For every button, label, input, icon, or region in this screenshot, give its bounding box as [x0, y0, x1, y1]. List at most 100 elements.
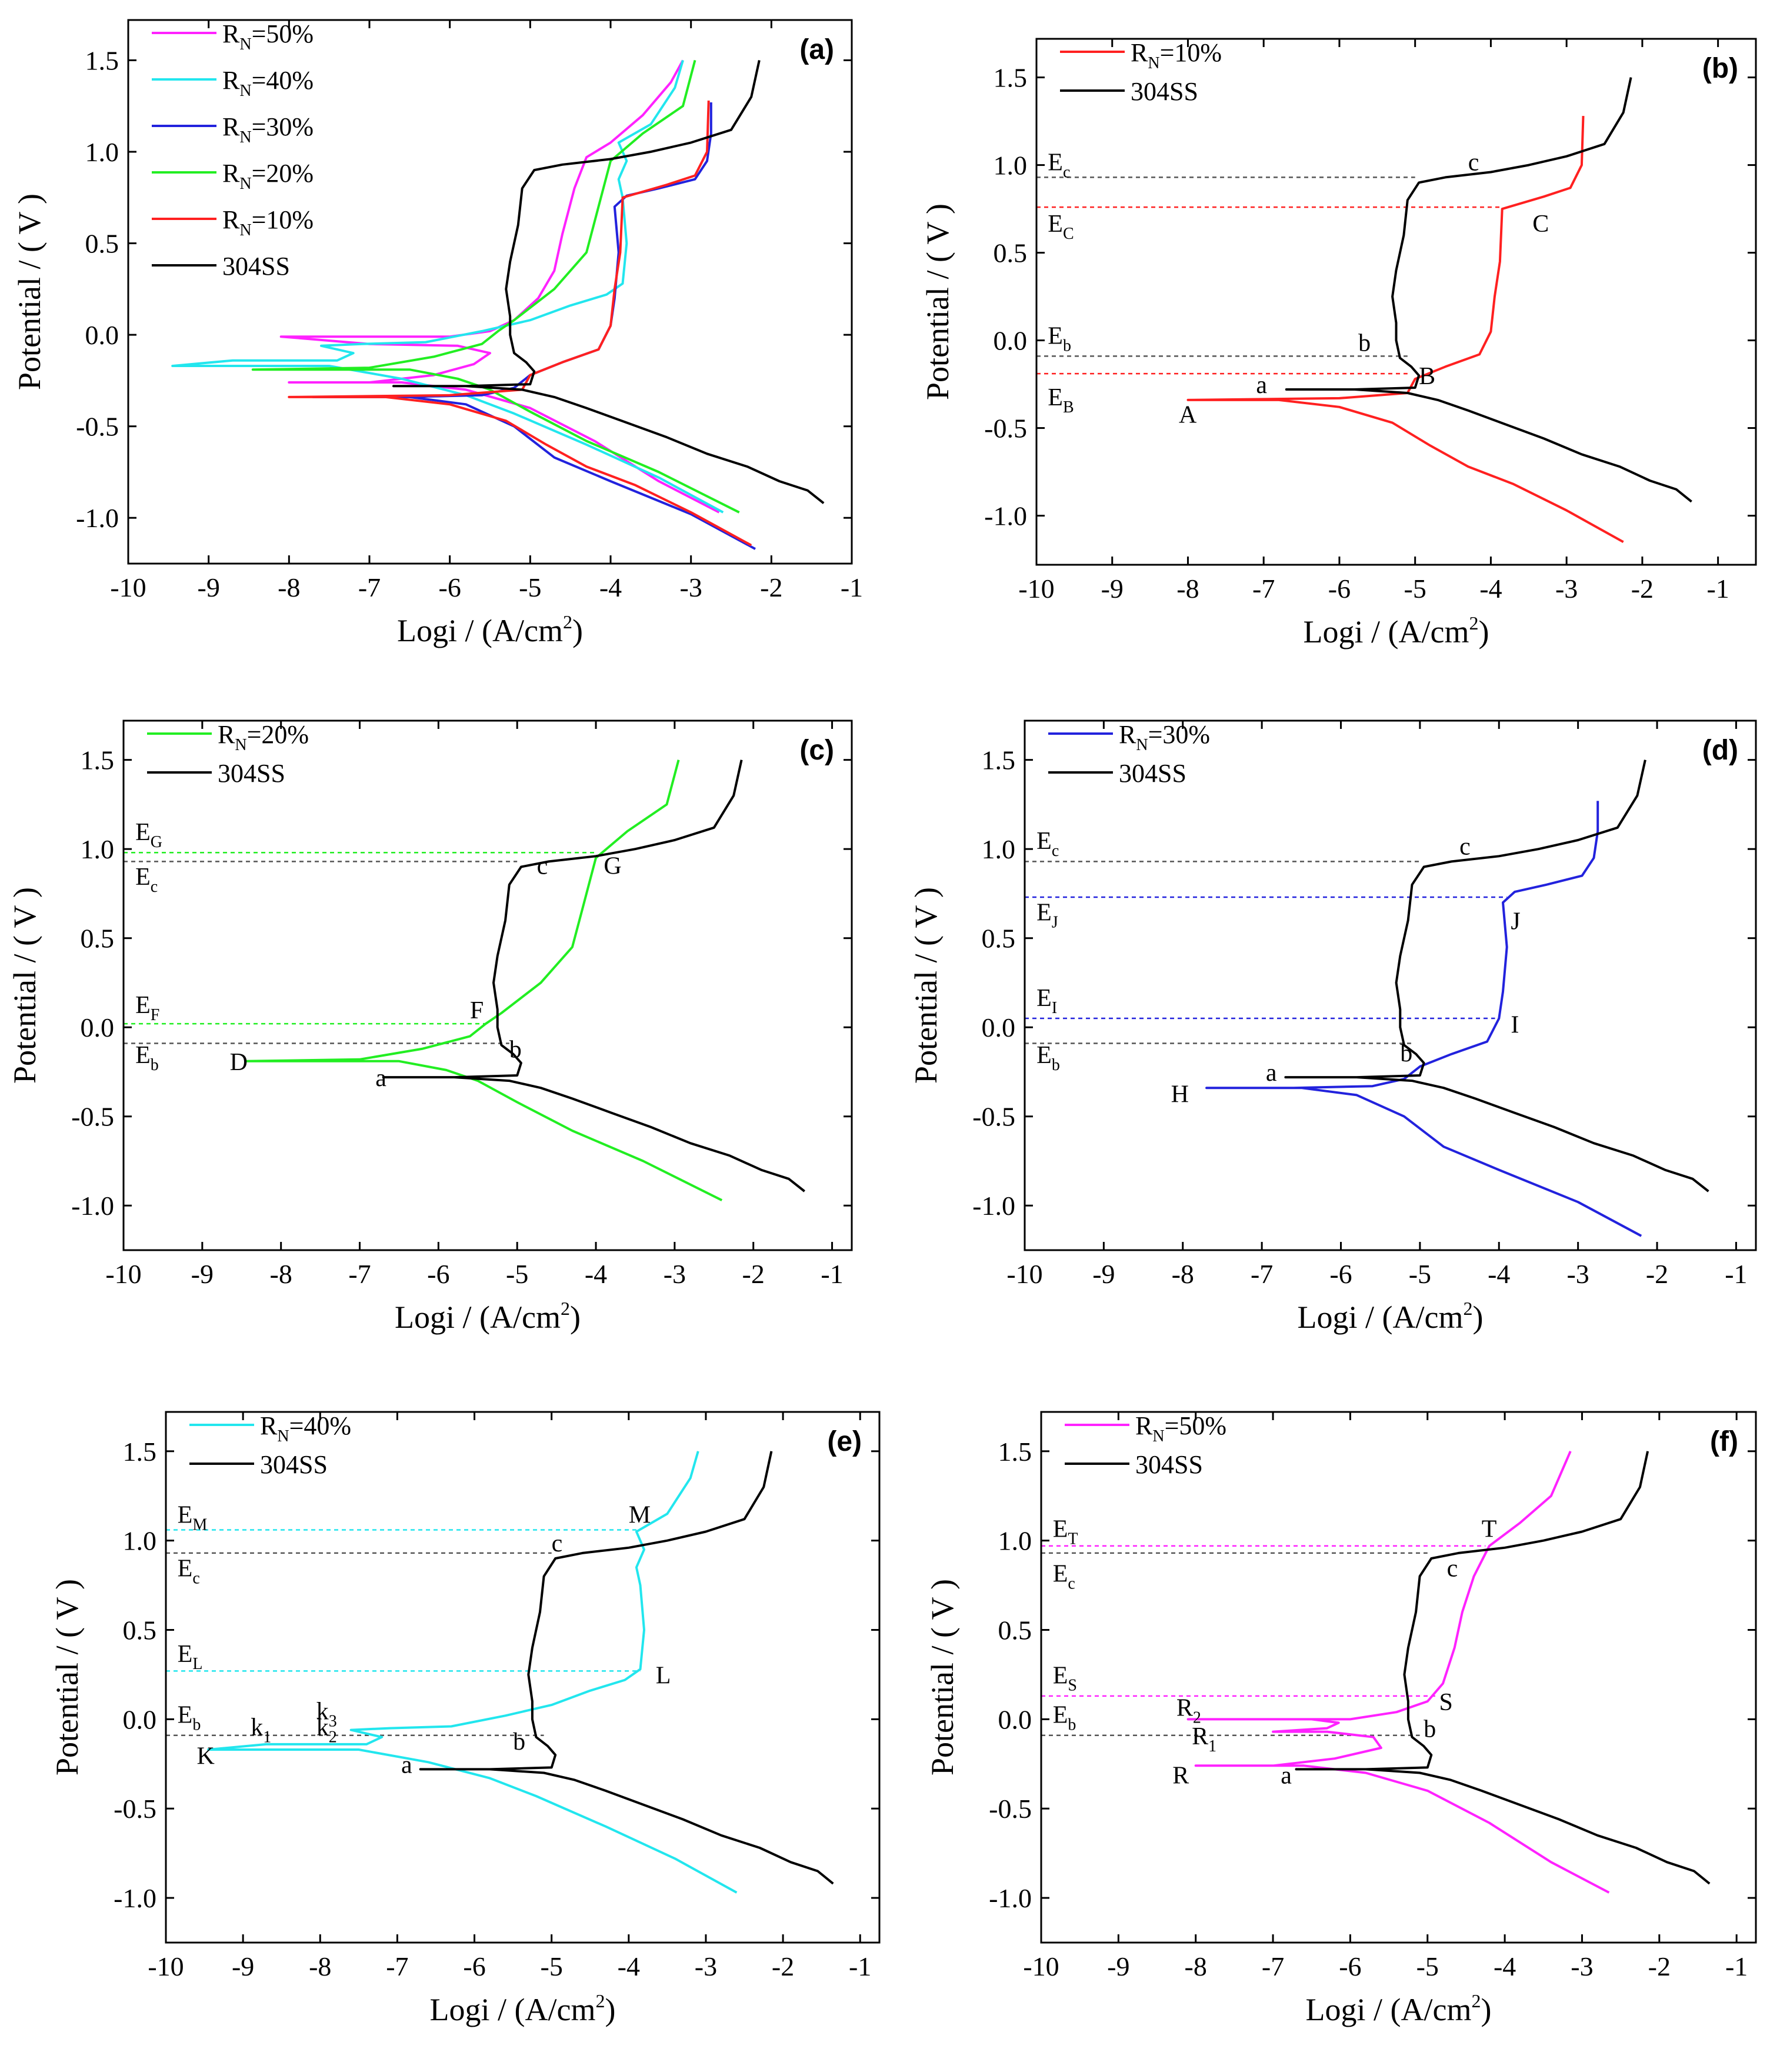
y-tick-label: 1.5	[123, 1437, 157, 1467]
x-tick-label: -2	[742, 1259, 765, 1289]
y-axis-label: Potential / ( V )	[925, 1579, 960, 1775]
legend-rest: =50%	[1165, 1411, 1226, 1440]
y-tick-label: -0.5	[972, 1102, 1015, 1132]
annotation-label: T	[1482, 1516, 1497, 1543]
legend-text: R	[222, 19, 240, 48]
panel-label: (b)	[1702, 53, 1738, 84]
annotation-sub: c	[192, 1569, 199, 1587]
annotation-label: G	[604, 853, 621, 880]
y-tick-label: 1.0	[81, 834, 115, 864]
y-tick-label: 1.0	[998, 1526, 1032, 1556]
annotation-sub: 3	[329, 1712, 337, 1730]
y-tick-label: 1.0	[85, 137, 119, 167]
x-tick-label: -8	[1185, 1951, 1207, 1981]
annotation-label: k3	[316, 1698, 337, 1730]
y-tick-label: 0.5	[85, 229, 119, 259]
annotation-sub: S	[1068, 1677, 1077, 1695]
series-line-304ss	[1285, 77, 1692, 503]
legend-entry: RN=30%	[222, 112, 314, 146]
legend-sub: N	[239, 175, 251, 193]
series-line-rn20	[251, 59, 740, 514]
legend-text: 304SS	[1131, 77, 1198, 106]
x-tick-label: -3	[664, 1259, 686, 1289]
annotation-main: E	[178, 1501, 193, 1528]
annotation-main: E	[135, 992, 151, 1019]
legend-text: 304SS	[1119, 759, 1186, 788]
annotation-main: k	[316, 1714, 329, 1741]
annotation-label: c	[552, 1530, 563, 1557]
x-tick-label: -2	[1648, 1951, 1671, 1981]
x-tick-label: -2	[1631, 574, 1654, 604]
annotation-label: EG	[135, 819, 162, 851]
annotation-sub: C	[1063, 225, 1074, 243]
legend-text: R	[222, 66, 240, 95]
annotation-sub: b	[192, 1715, 201, 1734]
x-axis-label-sup: 2	[1471, 1990, 1481, 2011]
annotation-main: E	[178, 1701, 193, 1728]
annotation-main: E	[135, 1042, 151, 1069]
x-tick-label: -1	[1725, 1951, 1748, 1981]
plot-frame	[127, 19, 853, 565]
legend-sub: N	[277, 1427, 289, 1445]
annotation-label: c	[1447, 1555, 1458, 1582]
y-tick-label: -1.0	[984, 501, 1027, 531]
legend-rest: =30%	[1148, 720, 1210, 749]
x-tick-label: -1	[841, 572, 863, 602]
x-tick-label: -3	[695, 1951, 717, 1981]
annotation-main: E	[1048, 384, 1063, 411]
legend-text: 304SS	[218, 759, 285, 788]
annotation-label: a	[375, 1065, 386, 1092]
legend-entry: RN=50%	[1135, 1411, 1226, 1445]
legend-text: R	[1131, 38, 1148, 67]
annotation-label: ES	[1053, 1663, 1077, 1695]
panel-a: -10 -9 -8 -7 -6 -5 -4 -3 -2 -1 -1.0 -0.5 0.0 0.5 1.0 1.…	[12, 19, 863, 648]
x-axis-label-sup: 2	[563, 611, 572, 632]
annotation-sub: L	[192, 1655, 202, 1673]
annotation-main: c	[552, 1530, 563, 1557]
y-tick-label: 0.5	[123, 1615, 157, 1645]
annotation-main: H	[1171, 1081, 1189, 1108]
annotation-main: E	[1053, 1663, 1068, 1690]
annotation-main: E	[1036, 828, 1052, 855]
y-tick-label: -0.5	[71, 1102, 114, 1132]
x-axis-label-end: )	[1472, 1300, 1483, 1335]
annotation-label: EB	[1048, 384, 1074, 417]
x-tick-label: -6	[427, 1259, 449, 1289]
annotation-label: c	[537, 853, 548, 880]
annotation-label: b	[1400, 1040, 1412, 1067]
annotation-main: k	[251, 1714, 263, 1741]
legend-entry: RN=20%	[218, 720, 309, 754]
y-tick-label: 1.5	[994, 63, 1028, 93]
x-axis-label-sup: 2	[561, 1298, 570, 1319]
annotation-main: F	[470, 997, 484, 1024]
annotation-main: a	[1266, 1060, 1277, 1087]
legend-sub: N	[1152, 1427, 1164, 1445]
series-line-rn10	[288, 100, 752, 547]
x-axis-label-main: Logi / (A/cm	[397, 613, 563, 648]
x-axis-label: Logi / (A/cm2)	[395, 1298, 581, 1335]
annotation-label: F	[470, 997, 484, 1024]
annotation-label: L	[656, 1663, 671, 1690]
x-axis-label-main: Logi / (A/cm	[430, 1992, 596, 2027]
annotation-sub: F	[151, 1006, 160, 1024]
annotation-label: b	[1424, 1716, 1436, 1743]
panel-c: -10 -9 -8 -7 -6 -5 -4 -3 -2 -1 -1.0 -0.5 0.0 0.5 1.0 1.…	[7, 719, 853, 1335]
annotation-main: C	[1532, 211, 1549, 238]
annotation-main: M	[629, 1501, 651, 1528]
x-tick-label: -10	[105, 1259, 141, 1289]
x-tick-label: -8	[270, 1259, 292, 1289]
legend-entry: RN=10%	[222, 205, 314, 239]
x-tick-label: -9	[1092, 1259, 1115, 1289]
x-tick-label: -2	[760, 572, 782, 602]
annotation-main: J	[1511, 908, 1520, 935]
legend-sub: N	[239, 221, 251, 239]
x-tick-label: -4	[1488, 1259, 1510, 1289]
annotation-sub: b	[1063, 337, 1071, 355]
legend-rest: =10%	[1160, 38, 1222, 67]
y-tick-label: -0.5	[114, 1794, 156, 1824]
annotation-label: ET	[1053, 1516, 1078, 1548]
legend-entry: RN=40%	[222, 66, 314, 100]
x-tick-label: -6	[1339, 1951, 1361, 1981]
annotation-main: R	[1176, 1694, 1193, 1721]
annotation-main: E	[1053, 1561, 1068, 1588]
